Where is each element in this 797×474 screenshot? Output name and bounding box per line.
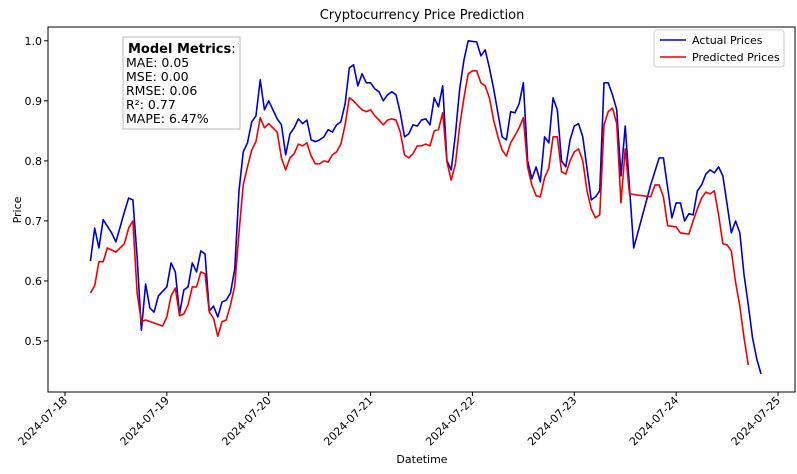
legend-label-predicted: Predicted Prices [692,51,780,64]
metric-r2: R²: 0.77 [126,97,176,112]
metrics-title: Model Metrics: [128,42,236,57]
legend-label-actual: Actual Prices [692,34,763,47]
metrics-box: Model Metrics: MAE: 0.05 MSE: 0.00 RMSE:… [122,36,241,130]
metrics-box-frame [122,36,241,130]
legend: Actual Prices Predicted Prices [653,29,785,68]
y-tick-label: 0.5 [25,335,43,348]
y-axis-label: Price [11,196,24,223]
series-layer [89,40,762,375]
y-tick-label: 0.7 [25,215,43,228]
metric-mape: MAPE: 6.47% [126,111,209,126]
y-tick-label: 0.6 [25,275,43,288]
metric-mse: MSE: 0.00 [126,69,189,84]
metric-rmse: RMSE: 0.06 [126,83,197,98]
y-axis-ticks: 0.5 0.6 0.7 0.8 0.9 1.0 [25,35,48,348]
legend-frame [653,29,785,68]
y-tick-label: 0.8 [25,155,43,168]
y-tick-label: 0.9 [25,95,43,108]
x-axis-label: Datetime [396,453,447,466]
chart-title: Cryptocurrency Price Prediction [320,8,525,23]
series-line-actual-prices [89,40,762,375]
series-line-predicted-prices [89,70,750,366]
plot-frame [47,26,796,393]
metric-mae: MAE: 0.05 [126,55,189,70]
metrics-title-suffix: : [231,42,235,57]
y-tick-label: 1.0 [25,35,43,48]
metrics-title-text: Model Metrics [128,42,232,57]
